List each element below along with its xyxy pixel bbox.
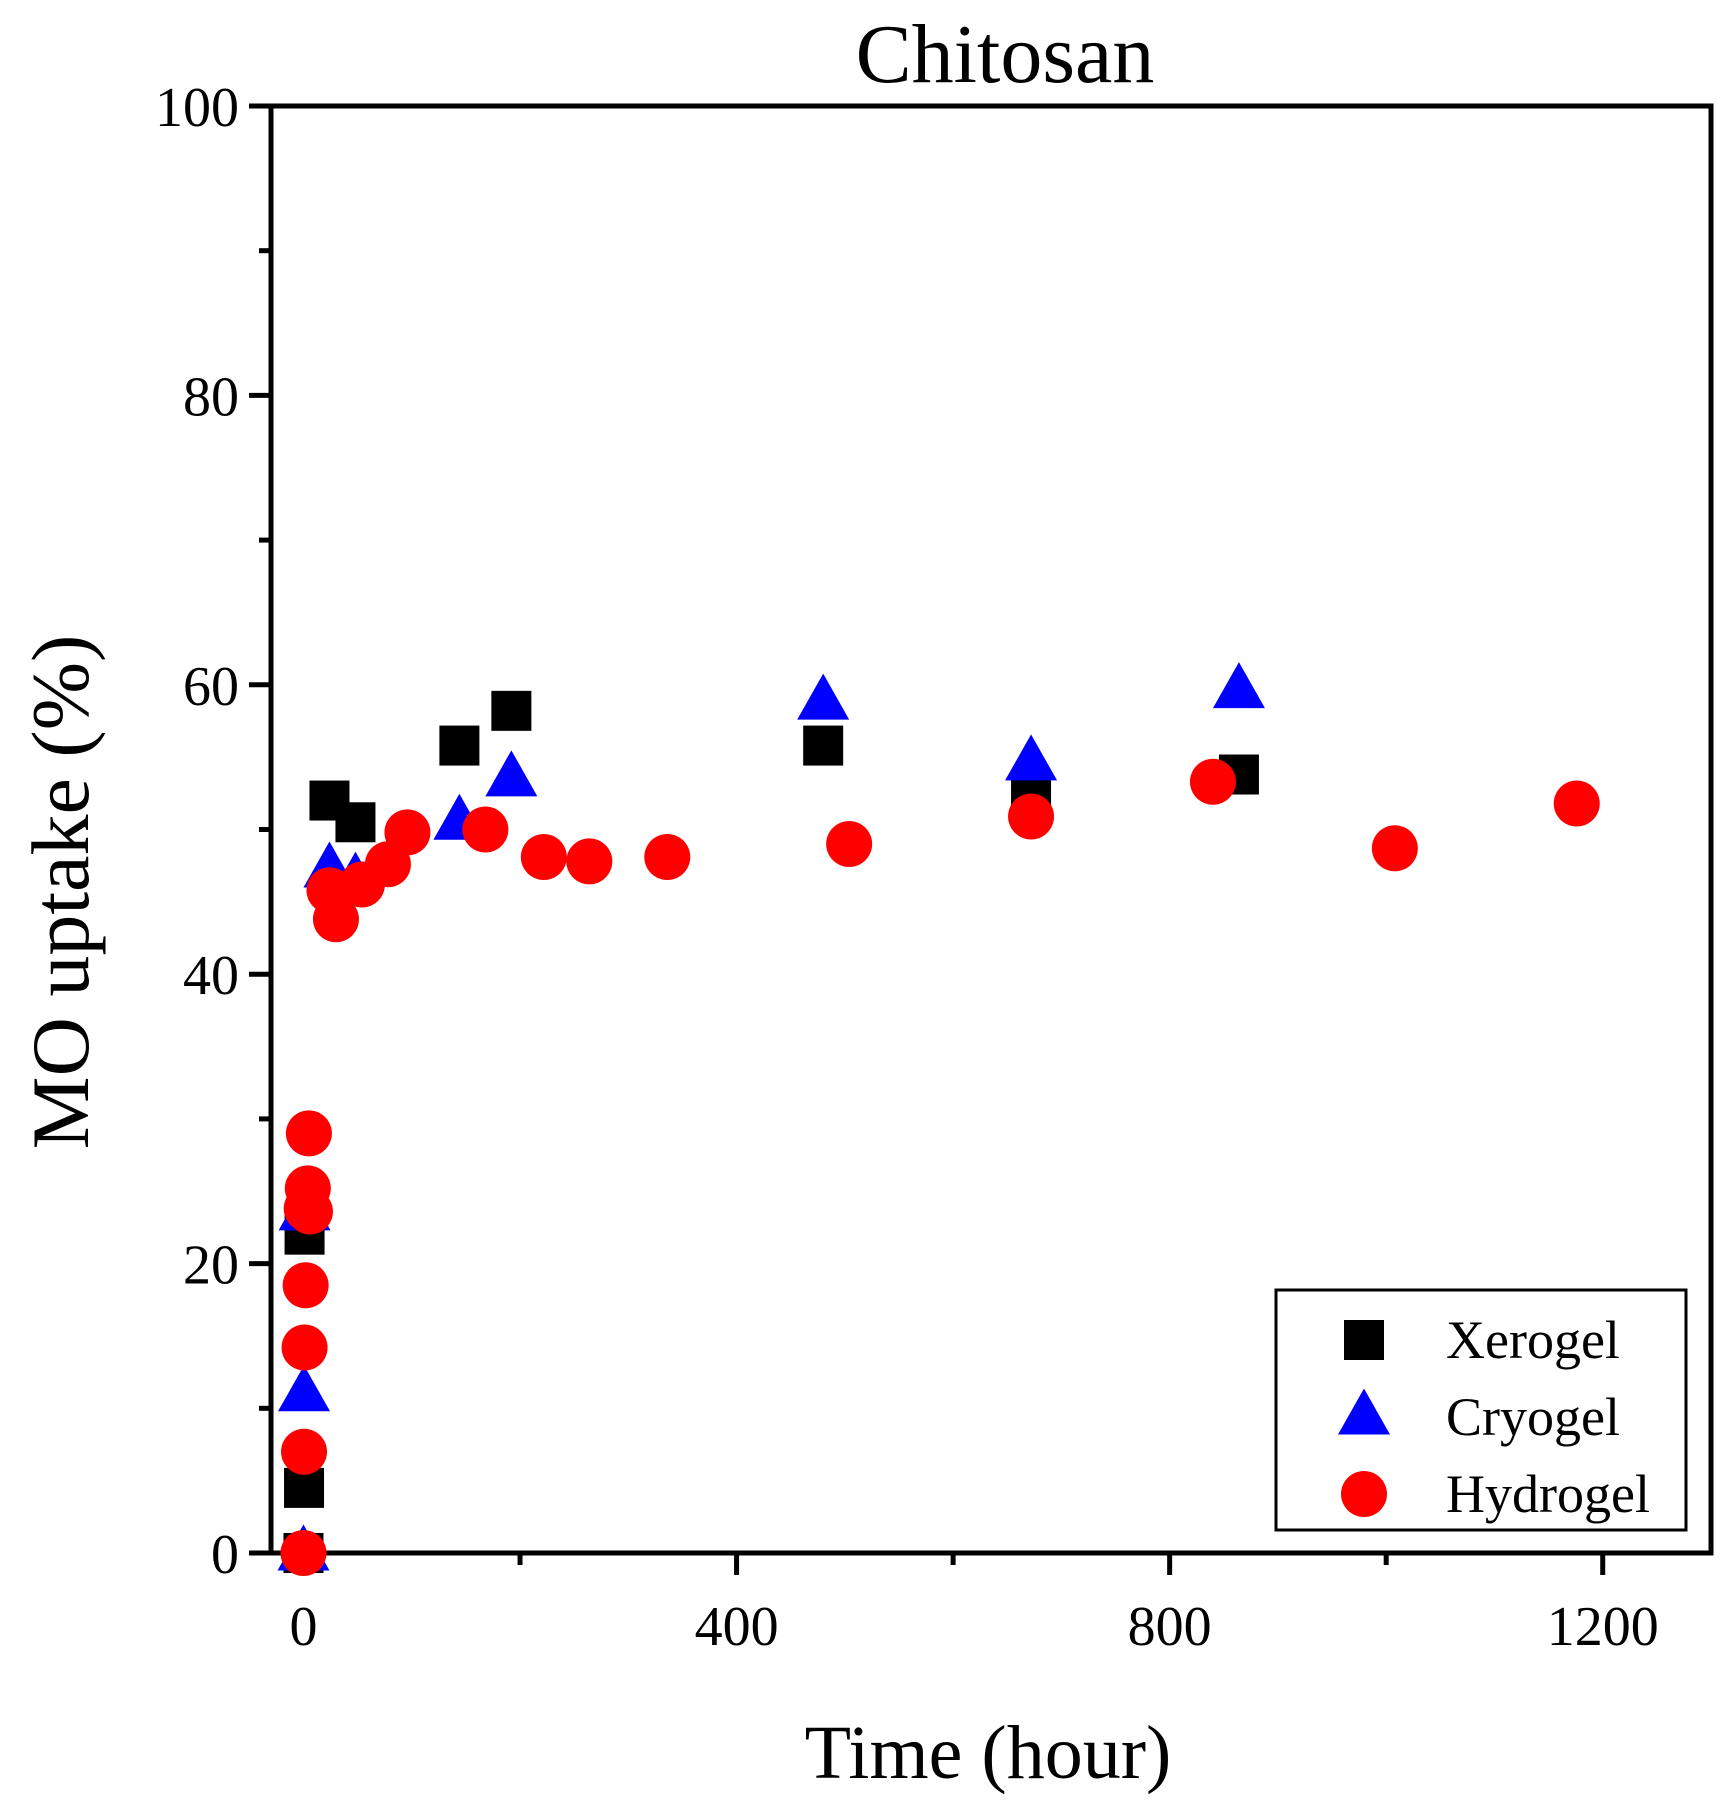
cryogel-point bbox=[485, 750, 538, 797]
series-hydrogel bbox=[280, 758, 1600, 1576]
x-tick-label: 1200 bbox=[1547, 1596, 1659, 1658]
data-points bbox=[277, 662, 1600, 1576]
cryogel-point bbox=[1212, 662, 1265, 709]
legend-label-cryogel: Cryogel bbox=[1446, 1387, 1620, 1447]
hydrogel-point bbox=[285, 1110, 332, 1157]
y-axis-label: MO uptake (%) bbox=[15, 635, 106, 1150]
xerogel-point bbox=[335, 802, 376, 843]
legend-label-xerogel: Xerogel bbox=[1446, 1310, 1620, 1370]
cryogel-point bbox=[278, 1365, 331, 1412]
hydrogel-point bbox=[281, 1324, 328, 1371]
legend-marker-hydrogel bbox=[1341, 1471, 1387, 1517]
legend: Xerogel Cryogel Hydrogel bbox=[1274, 1288, 1688, 1532]
x-tick-label: 400 bbox=[695, 1596, 779, 1658]
hydrogel-point bbox=[281, 1428, 328, 1475]
series-xerogel bbox=[283, 690, 1259, 1573]
xerogel-point bbox=[491, 690, 532, 731]
y-tick-label: 40 bbox=[183, 945, 239, 1007]
chart-title: Chitosan bbox=[856, 8, 1155, 101]
cryogel-point bbox=[797, 673, 850, 720]
legend-label-hydrogel: Hydrogel bbox=[1446, 1464, 1650, 1524]
series-cryogel bbox=[277, 662, 1265, 1571]
x-tick-label: 800 bbox=[1128, 1596, 1212, 1658]
y-tick-label: 0 bbox=[211, 1524, 239, 1586]
hydrogel-point bbox=[1008, 793, 1055, 840]
hydrogel-point bbox=[520, 833, 567, 880]
hydrogel-point bbox=[826, 820, 873, 867]
axis-tick-labels: 0 400 800 1200 0 20 40 60 80 100 bbox=[155, 77, 1659, 1658]
xerogel-point bbox=[803, 725, 844, 766]
hydrogel-point bbox=[462, 806, 509, 853]
hydrogel-point bbox=[280, 1530, 327, 1576]
y-tick-label: 60 bbox=[183, 656, 239, 718]
hydrogel-point bbox=[566, 838, 613, 885]
hydrogel-point bbox=[1553, 780, 1600, 827]
hydrogel-point bbox=[286, 1188, 333, 1235]
hydrogel-point bbox=[1189, 758, 1236, 805]
cryogel-point bbox=[1005, 734, 1058, 781]
y-tick-label: 80 bbox=[183, 366, 239, 428]
x-axis-label: Time (hour) bbox=[805, 1711, 1172, 1795]
y-tick-label: 20 bbox=[183, 1235, 239, 1297]
xerogel-point bbox=[439, 725, 480, 766]
hydrogel-point bbox=[1371, 825, 1418, 872]
legend-marker-xerogel bbox=[1344, 1320, 1384, 1360]
hydrogel-point bbox=[312, 896, 359, 943]
y-tick-label: 100 bbox=[155, 77, 239, 139]
x-tick-label: 0 bbox=[289, 1596, 317, 1658]
hydrogel-point bbox=[644, 833, 691, 880]
hydrogel-point bbox=[282, 1262, 329, 1309]
legend-marker-cryogel bbox=[1338, 1388, 1390, 1435]
hydrogel-point bbox=[384, 809, 431, 856]
axis-ticks bbox=[249, 103, 1606, 1575]
